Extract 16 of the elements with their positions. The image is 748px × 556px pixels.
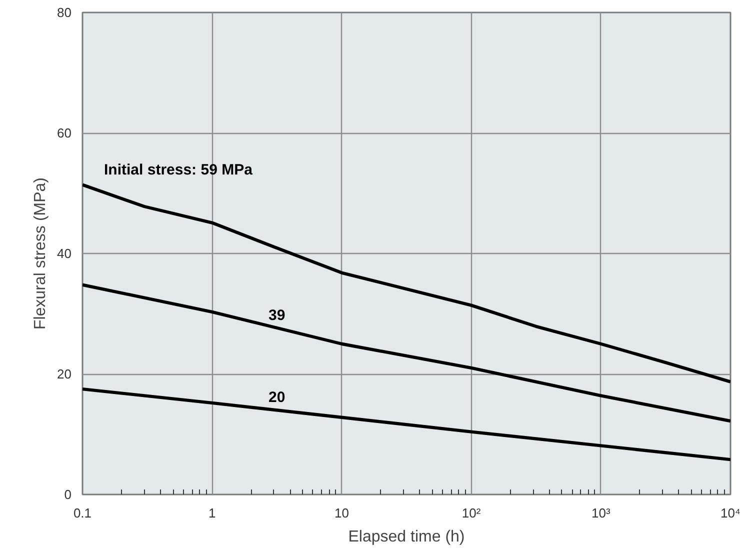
y-tick-label: 0 bbox=[64, 487, 72, 502]
x-tick-label: 10³ bbox=[592, 506, 611, 520]
x-tick-label: 0.1 bbox=[73, 506, 92, 520]
x-tick-label: 10⁴ bbox=[720, 506, 741, 520]
series-label: 39 bbox=[268, 306, 286, 324]
x-tick-label: 1 bbox=[208, 506, 216, 520]
y-tick-label: 20 bbox=[57, 366, 72, 382]
y-tick-label: 40 bbox=[57, 246, 72, 261]
x-tick-label: 10 bbox=[334, 506, 349, 520]
series-label: 20 bbox=[268, 389, 286, 406]
y-axis-title: Flexural stress (MPa) bbox=[32, 177, 50, 330]
series-label: Initial stress: 59 MPa bbox=[104, 162, 254, 179]
y-tick-label: 60 bbox=[57, 126, 72, 140]
x-axis-title: Elapsed time (h) bbox=[348, 528, 465, 546]
x-tick-label: 10² bbox=[462, 506, 482, 520]
y-tick-label: 80 bbox=[57, 5, 72, 20]
